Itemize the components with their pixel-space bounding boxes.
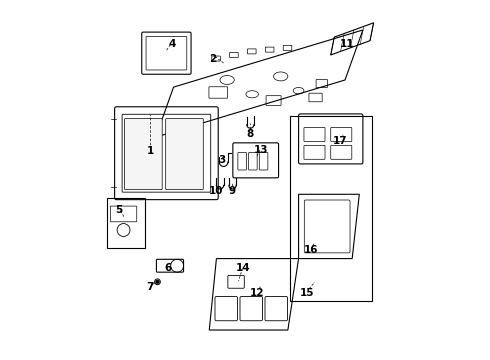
Text: 17: 17 xyxy=(332,136,347,146)
Text: 12: 12 xyxy=(250,288,265,297)
Text: 8: 8 xyxy=(247,129,254,139)
Text: 1: 1 xyxy=(147,147,154,157)
Text: 7: 7 xyxy=(147,282,154,292)
Text: 6: 6 xyxy=(165,262,172,273)
FancyBboxPatch shape xyxy=(124,118,162,190)
Text: 13: 13 xyxy=(254,145,269,155)
Text: 2: 2 xyxy=(209,54,217,64)
Text: 16: 16 xyxy=(304,245,318,255)
FancyBboxPatch shape xyxy=(166,118,203,190)
Text: 14: 14 xyxy=(236,262,250,273)
Text: 9: 9 xyxy=(229,186,236,196)
Text: 15: 15 xyxy=(300,288,315,297)
Text: 10: 10 xyxy=(209,186,223,196)
Circle shape xyxy=(156,280,159,284)
Text: 3: 3 xyxy=(218,156,225,165)
Text: 5: 5 xyxy=(116,205,123,215)
Text: 4: 4 xyxy=(168,39,175,49)
Text: 11: 11 xyxy=(340,39,354,49)
